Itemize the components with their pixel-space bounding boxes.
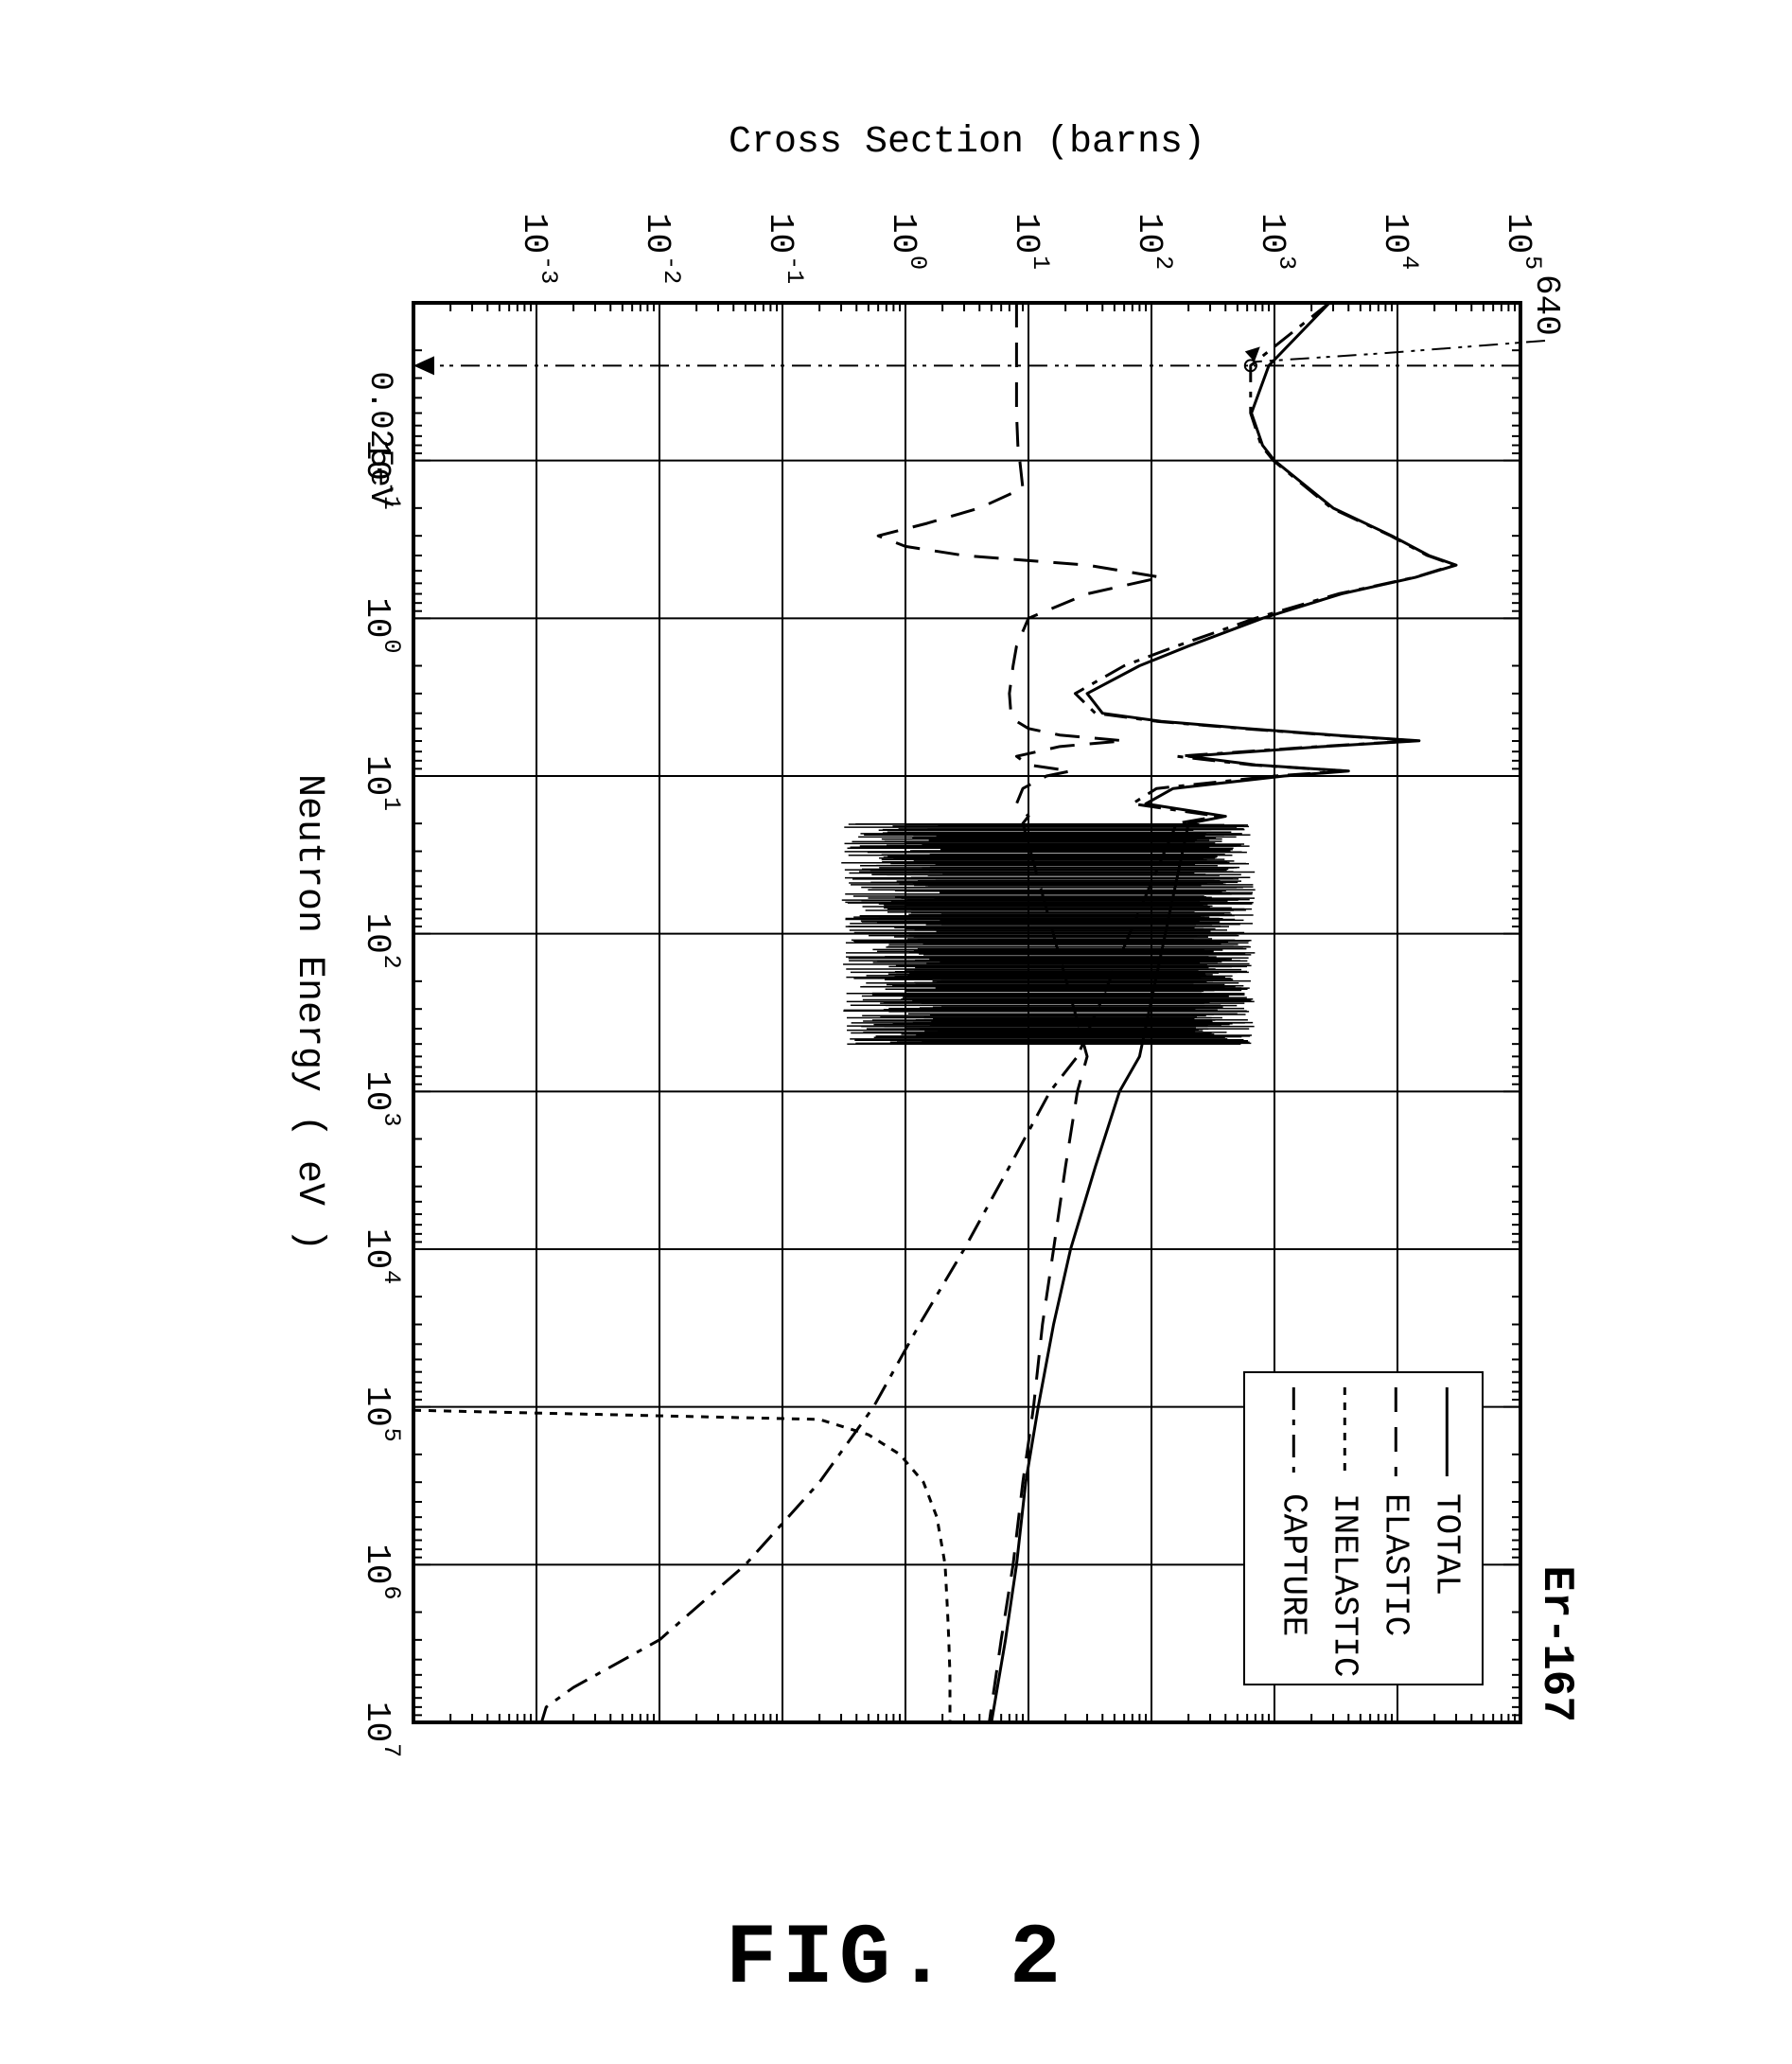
svg-text:-2: -2	[658, 256, 685, 284]
svg-text:10: 10	[358, 1070, 396, 1111]
svg-text:10: 10	[638, 213, 676, 254]
svg-text:10: 10	[358, 1386, 396, 1427]
x-axis-label: Neutron Energy ( eV )	[288, 774, 330, 1251]
svg-text:3: 3	[1273, 256, 1300, 270]
isotope-title: Er-167	[1532, 1565, 1581, 1722]
figure-caption: FIG. 2	[726, 1912, 1066, 2008]
page: 10-110010110210310410510610710-310-210-1…	[0, 0, 1792, 2064]
svg-text:5: 5	[378, 1428, 405, 1442]
svg-text:2: 2	[1150, 256, 1177, 270]
thermal-energy-label: 0.025eV	[361, 371, 397, 506]
svg-text:5: 5	[1519, 256, 1546, 270]
rotated-figure-wrapper: 10-110010110210310410510610710-310-210-1…	[186, 95, 1606, 1798]
svg-text:10: 10	[1499, 213, 1537, 254]
svg-text:10: 10	[358, 755, 396, 796]
chart-container: 10-110010110210310410510610710-310-210-1…	[186, 95, 1606, 1798]
svg-text:10: 10	[358, 913, 396, 954]
svg-text:10: 10	[884, 213, 922, 254]
legend-label: CAPTURE	[1274, 1493, 1312, 1636]
svg-text:10: 10	[1007, 213, 1045, 254]
svg-text:1: 1	[378, 797, 405, 811]
svg-text:10: 10	[358, 1544, 396, 1584]
svg-text:10: 10	[1253, 213, 1291, 254]
cross-section-chart: 10-110010110210310410510610710-310-210-1…	[186, 95, 1606, 1798]
svg-text:-3: -3	[535, 256, 562, 284]
legend-label: INELASTIC	[1325, 1493, 1363, 1677]
svg-text:4: 4	[1396, 256, 1423, 270]
legend-label: TOTAL	[1427, 1493, 1466, 1596]
svg-text:10: 10	[358, 597, 396, 638]
legend-label: ELASTIC	[1376, 1493, 1414, 1636]
y-axis-label: Cross Section (barns)	[729, 121, 1205, 164]
svg-text:-1: -1	[781, 256, 808, 284]
svg-text:10: 10	[358, 1228, 396, 1269]
svg-text:2: 2	[378, 955, 405, 969]
svg-text:7: 7	[378, 1743, 405, 1757]
svg-text:0: 0	[378, 639, 405, 653]
svg-text:10: 10	[358, 1702, 396, 1742]
svg-text:3: 3	[378, 1112, 405, 1126]
svg-text:1: 1	[1027, 256, 1054, 270]
svg-text:10: 10	[761, 213, 799, 254]
svg-text:10: 10	[1376, 213, 1414, 254]
legend: TOTAL ELASTIC INELASTIC CAPTURE	[1244, 1372, 1483, 1685]
svg-text:6: 6	[378, 1585, 405, 1599]
capture-640-label: 640	[1527, 274, 1566, 336]
svg-text:10: 10	[1130, 213, 1168, 254]
svg-text:4: 4	[378, 1270, 405, 1284]
svg-text:0: 0	[904, 256, 931, 270]
svg-text:10: 10	[515, 213, 553, 254]
